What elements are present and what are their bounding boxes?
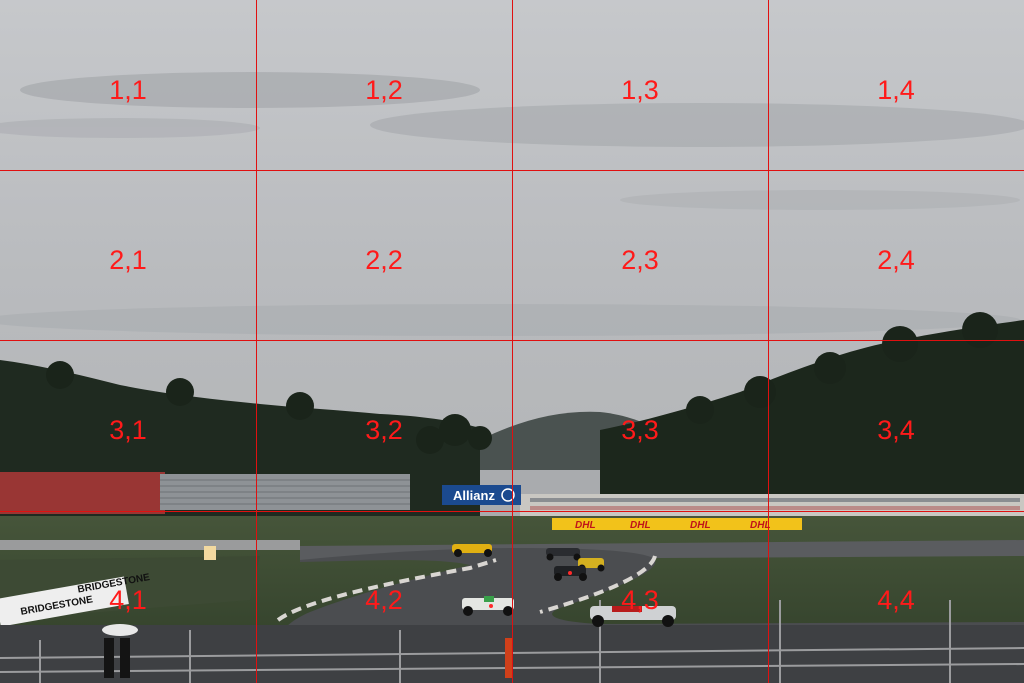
grid-line-vertical-2	[512, 0, 513, 683]
svg-text:DHL: DHL	[575, 520, 596, 531]
cell-label-1-1: 1,1	[109, 75, 147, 105]
dhl-banner: DHL DHL DHL DHL	[552, 518, 802, 531]
svg-text:DHL: DHL	[750, 520, 771, 531]
cell-label-2-1: 2,1	[109, 245, 147, 275]
tree-line	[46, 312, 998, 454]
car-dark	[546, 548, 581, 561]
track-curve	[281, 548, 1024, 650]
grid-line-horizontal-1	[0, 170, 1024, 171]
grid-line-horizontal-3	[0, 511, 1024, 512]
svg-text:Allianz: Allianz	[453, 488, 495, 503]
cell-label-2-2: 2,2	[365, 245, 403, 275]
cell-label-1-2: 1,2	[365, 75, 403, 105]
svg-text:DHL: DHL	[630, 520, 651, 531]
car-mclaren	[590, 606, 676, 627]
grid-line-vertical-1	[256, 0, 257, 683]
cell-label-3-1: 3,1	[109, 415, 147, 445]
svg-text:DHL: DHL	[690, 520, 711, 531]
concrete-wall	[0, 540, 300, 550]
grandstand-left	[0, 472, 410, 514]
right-hill	[600, 320, 1024, 520]
cell-label-3-2: 3,2	[365, 415, 403, 445]
cell-label-2-3: 2,3	[621, 245, 659, 275]
car-black	[554, 566, 587, 581]
cell-label-4-4: 4,4	[877, 585, 915, 615]
allianz-sign: Allianz	[442, 485, 521, 505]
light-box	[204, 546, 216, 560]
car-yellow	[452, 544, 492, 557]
kerb-left	[276, 558, 497, 622]
clouds	[0, 72, 1024, 336]
grid-line-horizontal-2	[0, 340, 1024, 341]
kerb-right	[539, 555, 657, 614]
cell-label-1-3: 1,3	[621, 75, 659, 105]
grid-line-vertical-3	[768, 0, 769, 683]
cell-label-3-4: 3,4	[877, 415, 915, 445]
cell-label-4-1: 4,1	[109, 585, 147, 615]
cell-label-2-4: 2,4	[877, 245, 915, 275]
cell-label-4-2: 4,2	[365, 585, 403, 615]
parked-cars	[530, 498, 1020, 510]
marshal-orange	[505, 638, 513, 678]
bridgestone-boards: BRIDGESTONE BRIDGESTONE	[0, 572, 151, 627]
pit-buildings	[520, 494, 1024, 516]
cell-label-1-4: 1,4	[877, 75, 915, 105]
cell-label-4-3: 4,3	[621, 585, 659, 615]
marshal-umbrella	[102, 624, 138, 678]
cell-label-3-3: 3,3	[621, 415, 659, 445]
car-white-green	[462, 596, 514, 616]
race-cars	[452, 544, 676, 627]
